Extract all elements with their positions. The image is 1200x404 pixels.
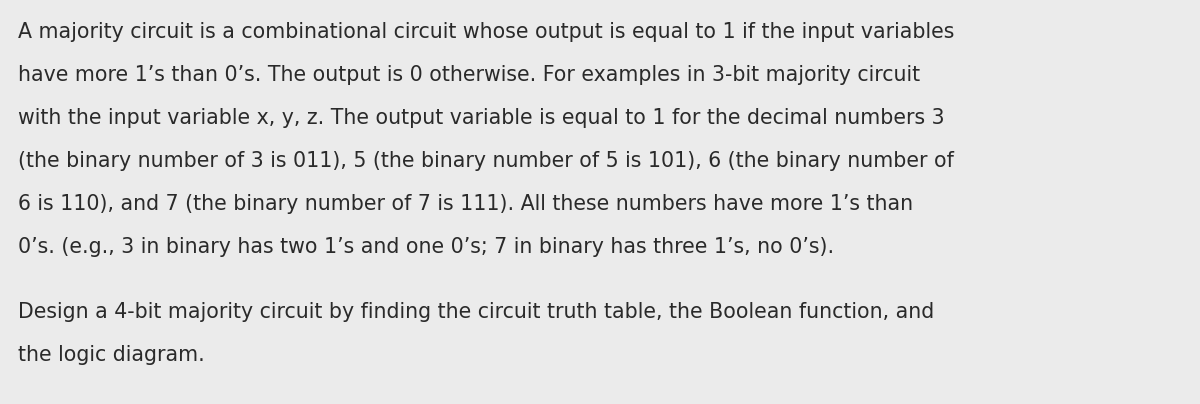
Text: have more 1’s than 0’s. The output is 0 otherwise. For examples in 3-bit majorit: have more 1’s than 0’s. The output is 0 …: [18, 65, 920, 85]
Text: with the input variable x, y, z. The output variable is equal to 1 for the decim: with the input variable x, y, z. The out…: [18, 108, 944, 128]
Text: the logic diagram.: the logic diagram.: [18, 345, 205, 365]
Text: A majority circuit is a combinational circuit whose output is equal to 1 if the : A majority circuit is a combinational ci…: [18, 22, 954, 42]
Text: Design a 4-bit majority circuit by finding the circuit truth table, the Boolean : Design a 4-bit majority circuit by findi…: [18, 302, 935, 322]
Text: 6 is 110), and 7 (the binary number of 7 is 111). All these numbers have more 1’: 6 is 110), and 7 (the binary number of 7…: [18, 194, 913, 214]
Text: (the binary number of 3 is 011), 5 (the binary number of 5 is 101), 6 (the binar: (the binary number of 3 is 011), 5 (the …: [18, 151, 954, 171]
Text: 0’s. (e.g., 3 in binary has two 1’s and one 0’s; 7 in binary has three 1’s, no 0: 0’s. (e.g., 3 in binary has two 1’s and …: [18, 237, 834, 257]
